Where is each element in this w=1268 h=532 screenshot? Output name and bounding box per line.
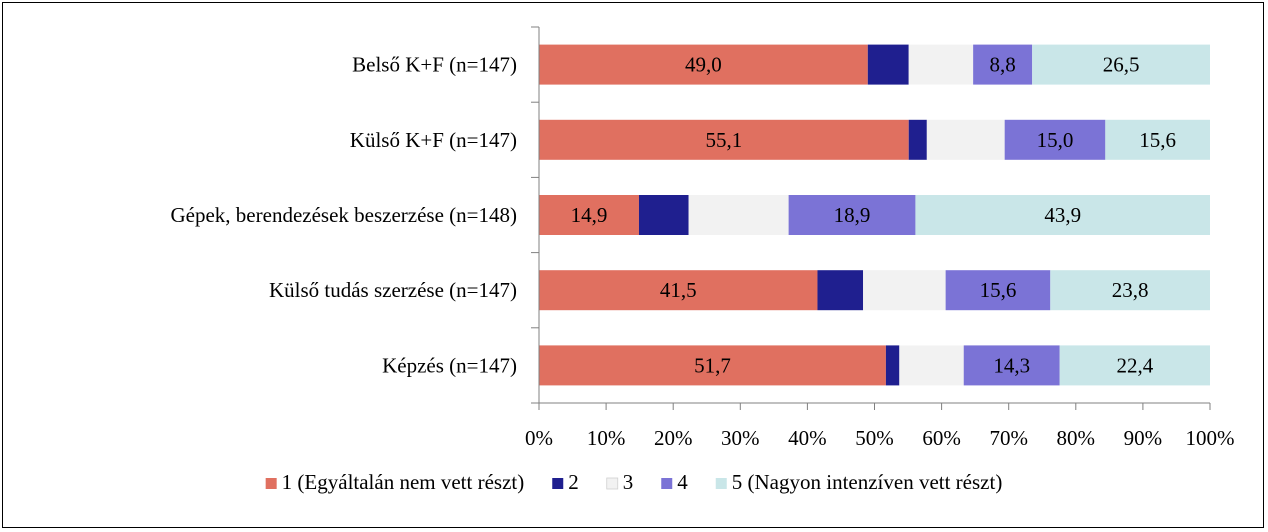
bar-segment bbox=[1050, 270, 1210, 311]
category-label: Gépek, berendezések beszerzése (n=148) bbox=[171, 203, 518, 227]
bar-segment bbox=[973, 44, 1033, 85]
bar-segment bbox=[1032, 44, 1210, 85]
legend-swatch bbox=[265, 478, 277, 489]
category-label: Képzés (n=147) bbox=[382, 353, 517, 377]
x-tick-label: 80% bbox=[1057, 426, 1096, 450]
bar-segment bbox=[963, 345, 1060, 386]
bar-segment bbox=[539, 44, 868, 85]
bar-segment bbox=[908, 119, 927, 160]
bar-segment bbox=[915, 195, 1210, 235]
x-tick-label: 60% bbox=[922, 426, 961, 450]
data-label: 26,5 bbox=[1103, 53, 1140, 77]
x-tick-label: 90% bbox=[1124, 426, 1163, 450]
x-tick-label: 50% bbox=[855, 426, 894, 450]
legend-swatch bbox=[661, 478, 673, 489]
bar-segment bbox=[788, 195, 916, 235]
bar-segment bbox=[1105, 119, 1210, 160]
bar-segment bbox=[1004, 119, 1106, 160]
data-label: 49,0 bbox=[685, 53, 722, 77]
category-label: Belső K+F (n=147) bbox=[352, 53, 517, 77]
bar-segment bbox=[539, 270, 818, 311]
bar-segment bbox=[926, 119, 1005, 160]
bar-segment bbox=[817, 270, 864, 311]
category-label: Külső K+F (n=147) bbox=[350, 128, 517, 152]
data-label: 15,6 bbox=[1139, 128, 1176, 152]
category-label: Külső tudás szerzése (n=147) bbox=[269, 278, 517, 302]
data-label: 15,0 bbox=[1037, 128, 1074, 152]
x-tick-label: 40% bbox=[788, 426, 827, 450]
bar-segment bbox=[539, 119, 909, 160]
legend-swatch bbox=[715, 478, 727, 489]
data-label: 14,3 bbox=[993, 353, 1030, 377]
legend-label: 4 bbox=[677, 470, 688, 494]
x-tick-label: 0% bbox=[525, 426, 553, 450]
data-label: 18,9 bbox=[834, 203, 871, 227]
data-label: 15,6 bbox=[980, 278, 1017, 302]
stacked-bar-chart: 49,0 8,8 26,5 55,1 15,0 15,6 14,9 18,9 43,9 41,5 1… bbox=[171, 26, 1235, 494]
bars-layer: 49,0 8,8 26,5 55,1 15,0 15,6 14,9 18,9 43,9 41,5 1… bbox=[539, 44, 1210, 386]
data-label: 14,9 bbox=[571, 203, 608, 227]
bar-segment bbox=[863, 270, 946, 311]
data-label: 51,7 bbox=[694, 353, 731, 377]
x-tick-label: 100% bbox=[1186, 426, 1235, 450]
legend: 1 (Egyáltalán nem vett részt) 2 3 4 5 (Nagyo… bbox=[265, 470, 1003, 494]
bar-segment bbox=[688, 195, 789, 235]
x-tick-label: 30% bbox=[721, 426, 760, 450]
legend-label: 1 (Egyáltalán nem vett részt) bbox=[282, 470, 525, 494]
x-tick-label: 20% bbox=[654, 426, 693, 450]
legend-swatch bbox=[552, 478, 564, 489]
bar-segment bbox=[638, 195, 689, 235]
x-tick-label: 70% bbox=[989, 426, 1028, 450]
legend-swatch bbox=[606, 477, 619, 490]
legend-label: 5 (Nagyon intenzíven vett részt) bbox=[732, 470, 1003, 494]
bar-segment bbox=[945, 270, 1051, 311]
legend-label: 3 bbox=[623, 470, 634, 494]
data-label: 22,4 bbox=[1116, 353, 1153, 377]
bar-segment bbox=[867, 44, 909, 85]
bar-segment bbox=[885, 345, 900, 386]
data-label: 41,5 bbox=[660, 278, 697, 302]
bar-segment bbox=[1059, 345, 1210, 386]
bar-segment bbox=[899, 345, 964, 386]
data-label: 23,8 bbox=[1112, 278, 1149, 302]
legend-label: 2 bbox=[568, 470, 579, 494]
data-label: 55,1 bbox=[705, 128, 742, 152]
bar-segment bbox=[539, 345, 886, 386]
bar-segment bbox=[539, 195, 639, 235]
data-label: 43,9 bbox=[1044, 203, 1081, 227]
bar-segment bbox=[908, 44, 974, 85]
axes-layer: Belső K+F (n=147) Külső K+F (n=147) Gépek,… bbox=[171, 26, 1235, 450]
data-label: 8,8 bbox=[990, 53, 1016, 77]
x-tick-label: 10% bbox=[587, 426, 626, 450]
